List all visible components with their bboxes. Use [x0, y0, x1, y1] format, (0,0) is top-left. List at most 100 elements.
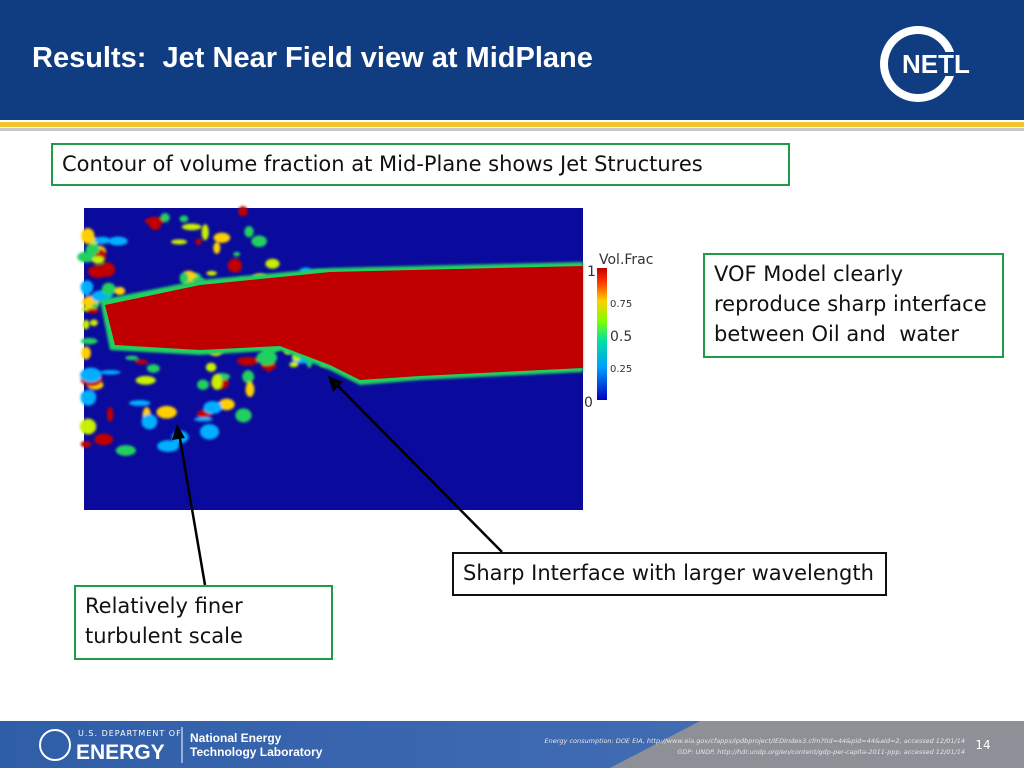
blob [179, 215, 189, 223]
blob [80, 367, 102, 383]
blob [148, 216, 162, 231]
doe-department: U.S. DEPARTMENT OF [78, 729, 182, 738]
blob [238, 206, 248, 217]
blob [233, 251, 241, 257]
callout-line: VOF Model clearly [714, 262, 904, 286]
blob [235, 408, 252, 423]
blob [101, 282, 116, 296]
callout-sharp: Sharp Interface with larger wavelength [452, 552, 887, 596]
blob [211, 374, 223, 390]
callout-line: Relatively finer [85, 594, 243, 618]
blob [160, 212, 170, 223]
blob [99, 262, 116, 277]
blob [213, 232, 231, 243]
blob [157, 440, 180, 452]
callout-line: turbulent scale [85, 624, 243, 648]
blob [89, 319, 98, 327]
footer: U.S. DEPARTMENT OF ENERGY National Energ… [0, 721, 1024, 768]
blob [86, 308, 99, 314]
arrow [177, 432, 207, 586]
footer-gray [610, 721, 1024, 768]
page-number: 14 [975, 738, 990, 752]
blob [141, 414, 158, 430]
blob [213, 242, 221, 254]
blob [206, 270, 217, 276]
blob [77, 251, 96, 263]
blob [85, 243, 100, 255]
lab-name: Technology Laboratory [190, 745, 323, 759]
blob [146, 364, 160, 373]
header-bar [0, 0, 1024, 120]
callout-finer: Relatively finer turbulent scale [74, 585, 333, 660]
blob [236, 356, 258, 366]
blob [197, 379, 209, 390]
blob [289, 361, 299, 368]
blob [181, 223, 202, 231]
colorbar-label: 0 [584, 395, 593, 411]
blob [251, 235, 267, 248]
header-rule [0, 122, 1024, 127]
blob [156, 405, 177, 419]
blob [82, 319, 90, 330]
blob [245, 382, 255, 397]
blob [100, 370, 121, 375]
colorbar-title: Vol.Frac [599, 252, 653, 268]
blob [108, 236, 128, 246]
blob [94, 433, 114, 446]
logo-text: NETL [902, 49, 970, 79]
netl-logo: NETL [880, 26, 1010, 102]
blob [92, 256, 105, 264]
callout-line: reproduce sharp interface [714, 292, 987, 316]
arrowhead [328, 376, 343, 392]
header-rule-gray [0, 128, 1024, 131]
blob [81, 346, 91, 360]
blob [265, 258, 280, 269]
blob [203, 401, 223, 414]
blob [81, 228, 95, 244]
blob [135, 359, 148, 365]
colorbar-label: 1 [587, 264, 596, 280]
blob [201, 224, 209, 241]
citation: Energy consumption: DOE EIA, http://www.… [545, 737, 965, 745]
blob [79, 418, 97, 435]
blob [179, 272, 189, 284]
blob [194, 417, 213, 422]
blob [80, 337, 98, 345]
blob [199, 424, 220, 440]
blob [195, 238, 202, 246]
blob [227, 258, 243, 273]
blob [125, 355, 139, 361]
blob [80, 280, 94, 294]
callout-line: between Oil and water [714, 322, 960, 346]
slide-title: Results: Jet Near Field view at MidPlane [32, 42, 593, 74]
blob [80, 391, 96, 406]
lab-name: National Energy [190, 731, 282, 745]
blob [128, 400, 151, 406]
colorbar-label: 0.75 [610, 299, 632, 310]
blob [115, 445, 136, 456]
blob [218, 398, 235, 411]
logo-band [898, 52, 1010, 76]
blob [135, 375, 156, 385]
arrowhead [172, 424, 185, 440]
blob [106, 406, 114, 422]
arrow [334, 382, 503, 553]
colorbar-label: 0.5 [610, 329, 632, 345]
blob [91, 303, 100, 308]
callout-top: Contour of volume fraction at Mid-Plane … [51, 143, 790, 186]
blob [244, 226, 254, 238]
blob [242, 370, 255, 384]
blob [256, 350, 278, 366]
colorbar [597, 268, 607, 400]
blob [114, 286, 126, 296]
doe-seal [39, 729, 71, 761]
blob [94, 236, 111, 245]
colorbar-label: 0.25 [610, 364, 632, 375]
doe-energy: ENERGY [76, 741, 165, 764]
blob [80, 440, 92, 448]
blob [170, 239, 188, 245]
blob [205, 362, 217, 372]
callout-vof: VOF Model clearly reproduce sharp interf… [703, 253, 1004, 358]
